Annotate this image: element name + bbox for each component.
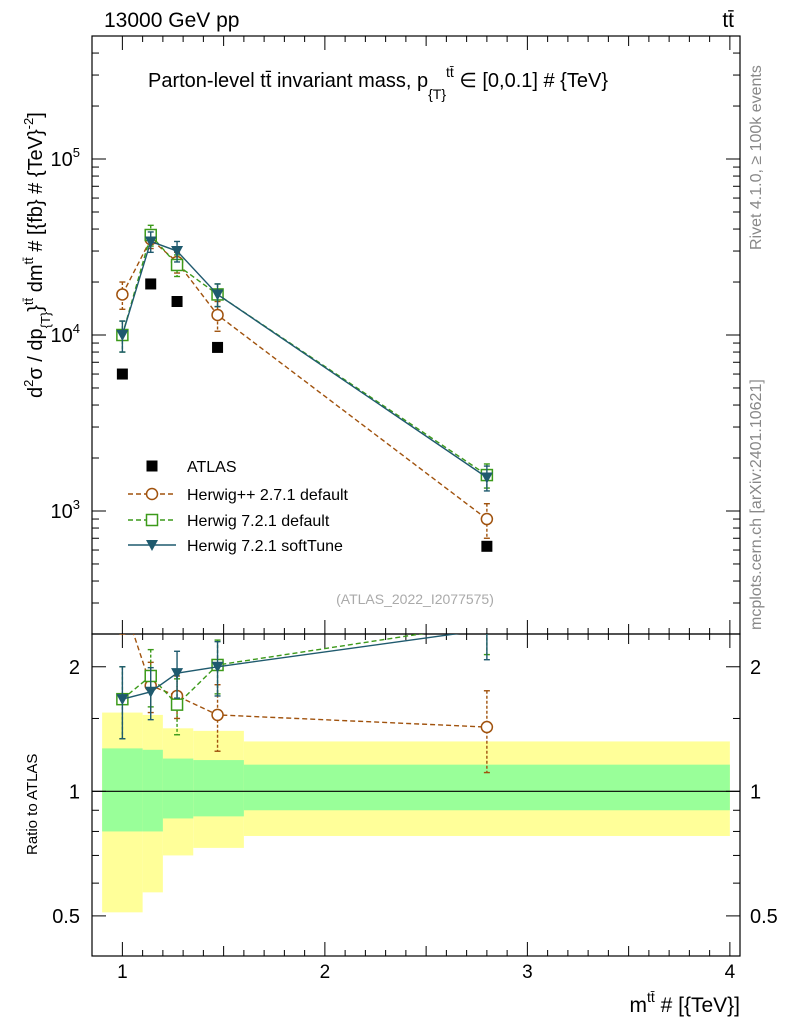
- tick-exponent: 4: [73, 321, 80, 336]
- main-point: [212, 341, 224, 353]
- main-point: [116, 330, 129, 341]
- main-series: [116, 224, 494, 552]
- main-y-tick-label: 103: [51, 497, 80, 523]
- band-inner: [162, 758, 194, 819]
- band-inner: [193, 760, 244, 817]
- ratio-series: [116, 594, 494, 774]
- main-point: [211, 308, 224, 322]
- legend-marker: [146, 460, 158, 472]
- main-point: [144, 236, 157, 248]
- x-tick-label: 2: [320, 962, 331, 983]
- xlabel: mtt̄ # [{TeV}]: [629, 989, 740, 1017]
- xlabel-sup: tt̄: [647, 989, 655, 1005]
- ylabel-f: ]: [25, 112, 47, 118]
- main-point: [480, 512, 494, 526]
- tick-exponent: 5: [73, 145, 80, 160]
- xlabel-main: m: [629, 994, 647, 1017]
- main-point: [171, 246, 184, 258]
- legend-label: Herwig 7.2.1 softTune: [187, 538, 343, 555]
- ratio-y-tick-label-right: 1: [750, 781, 761, 803]
- main-point: [480, 472, 493, 484]
- analysis-watermark: (ATLAS_2022_I2077575): [336, 591, 494, 607]
- ylabel-c-sup: tt̄: [21, 297, 36, 305]
- ylabel-e-sup: -2: [21, 118, 36, 130]
- ratio-point: [486, 634, 488, 636]
- band-inner: [102, 748, 143, 832]
- ylabel-d: dm: [25, 264, 47, 297]
- ylabel-d-sup: tt̄: [21, 257, 36, 265]
- main-y-tick-label: 105: [51, 145, 80, 171]
- ratio-y-tick-label-right: 2: [750, 657, 761, 679]
- ylabel-e: # [{fb} # {TeV}: [25, 129, 47, 257]
- ratio-line-0: [132, 634, 487, 728]
- legend-label: ATLAS: [187, 459, 237, 476]
- chart-title-rest: ∈ [0,0.1] # {TeV}: [454, 70, 609, 92]
- band-inner: [142, 749, 163, 832]
- ratio-point: [117, 594, 128, 605]
- ratio-point: [144, 686, 157, 698]
- ratio-y-tick-label: 1: [69, 781, 80, 803]
- ratio-point: [480, 720, 494, 734]
- legend: ATLAS Herwig++ 2.7.1 default Herwig 7.2.1 …: [128, 459, 349, 555]
- legend-label: Herwig 7.2.1 default: [187, 513, 330, 530]
- rivet-label: Rivet 4.1.0, ≥ 100k events: [748, 65, 765, 250]
- ratio-point: [116, 694, 129, 706]
- main-ylabel: d2σ / dp{T}}tt̄ dmtt̄ # [{fb} # {TeV}-2]: [21, 112, 53, 398]
- ratio-bands: [92, 712, 740, 913]
- ratio-point: [171, 668, 184, 680]
- ratio-series-inner: [116, 594, 494, 774]
- tick-base: 10: [51, 149, 73, 171]
- xlabel-rest: # [{TeV}]: [655, 994, 740, 1017]
- ratio-y-tick-label: 0.5: [52, 906, 80, 928]
- ylabel-b-sub: {T}: [38, 311, 53, 328]
- ratio-point: [211, 708, 224, 722]
- ratio-ylabel: Ratio to ATLAS: [24, 754, 41, 855]
- x-tick-label: 4: [725, 962, 736, 983]
- ylabel-b: σ / dp: [25, 328, 47, 379]
- ratio-y-tick-label: 2: [69, 657, 80, 679]
- chart-title-sup: tt̄: [446, 64, 454, 80]
- ratio-y-tick-label-right: 0.5: [750, 906, 778, 928]
- main-y-tick-label: 104: [51, 321, 80, 347]
- tick-exponent: 3: [73, 497, 80, 512]
- tick-base: 10: [51, 501, 73, 523]
- chart-title-sub: {T}: [428, 86, 446, 102]
- main-point: [116, 368, 128, 380]
- chart-title: Parton-level tt̄ invariant mass, p{T}tt̄…: [148, 64, 608, 102]
- x-tick-label: 3: [522, 962, 533, 983]
- legend-marker: [145, 513, 159, 527]
- ylabel-c: }: [25, 305, 47, 312]
- energy-label: 13000 GeV pp: [104, 9, 239, 32]
- legend-marker: [145, 487, 159, 501]
- ratio-point: [211, 661, 224, 673]
- main-point: [171, 296, 183, 308]
- legend-marker: [146, 540, 158, 551]
- legend-label: Herwig++ 2.7.1 default: [187, 487, 349, 504]
- x-tick-label: 1: [117, 962, 128, 983]
- tick-base: 10: [51, 325, 73, 347]
- main-point: [211, 289, 224, 301]
- ratio-point: [170, 698, 184, 711]
- chart-title-main: Parton-level tt̄ invariant mass, p: [148, 70, 428, 92]
- main-line-1: [121, 238, 488, 520]
- ylabel-a-sup: 2: [21, 380, 36, 387]
- ratio-panel-frame: [91, 633, 741, 957]
- main-point: [116, 288, 129, 301]
- main-point: [481, 540, 493, 552]
- ylabel-a: d: [25, 387, 47, 398]
- main-point: [145, 278, 157, 290]
- ratio-point: [481, 618, 492, 629]
- mcplots-label: mcplots.cern.ch [arXiv:2401.10621]: [748, 379, 765, 630]
- process-label: tt̄: [722, 9, 734, 32]
